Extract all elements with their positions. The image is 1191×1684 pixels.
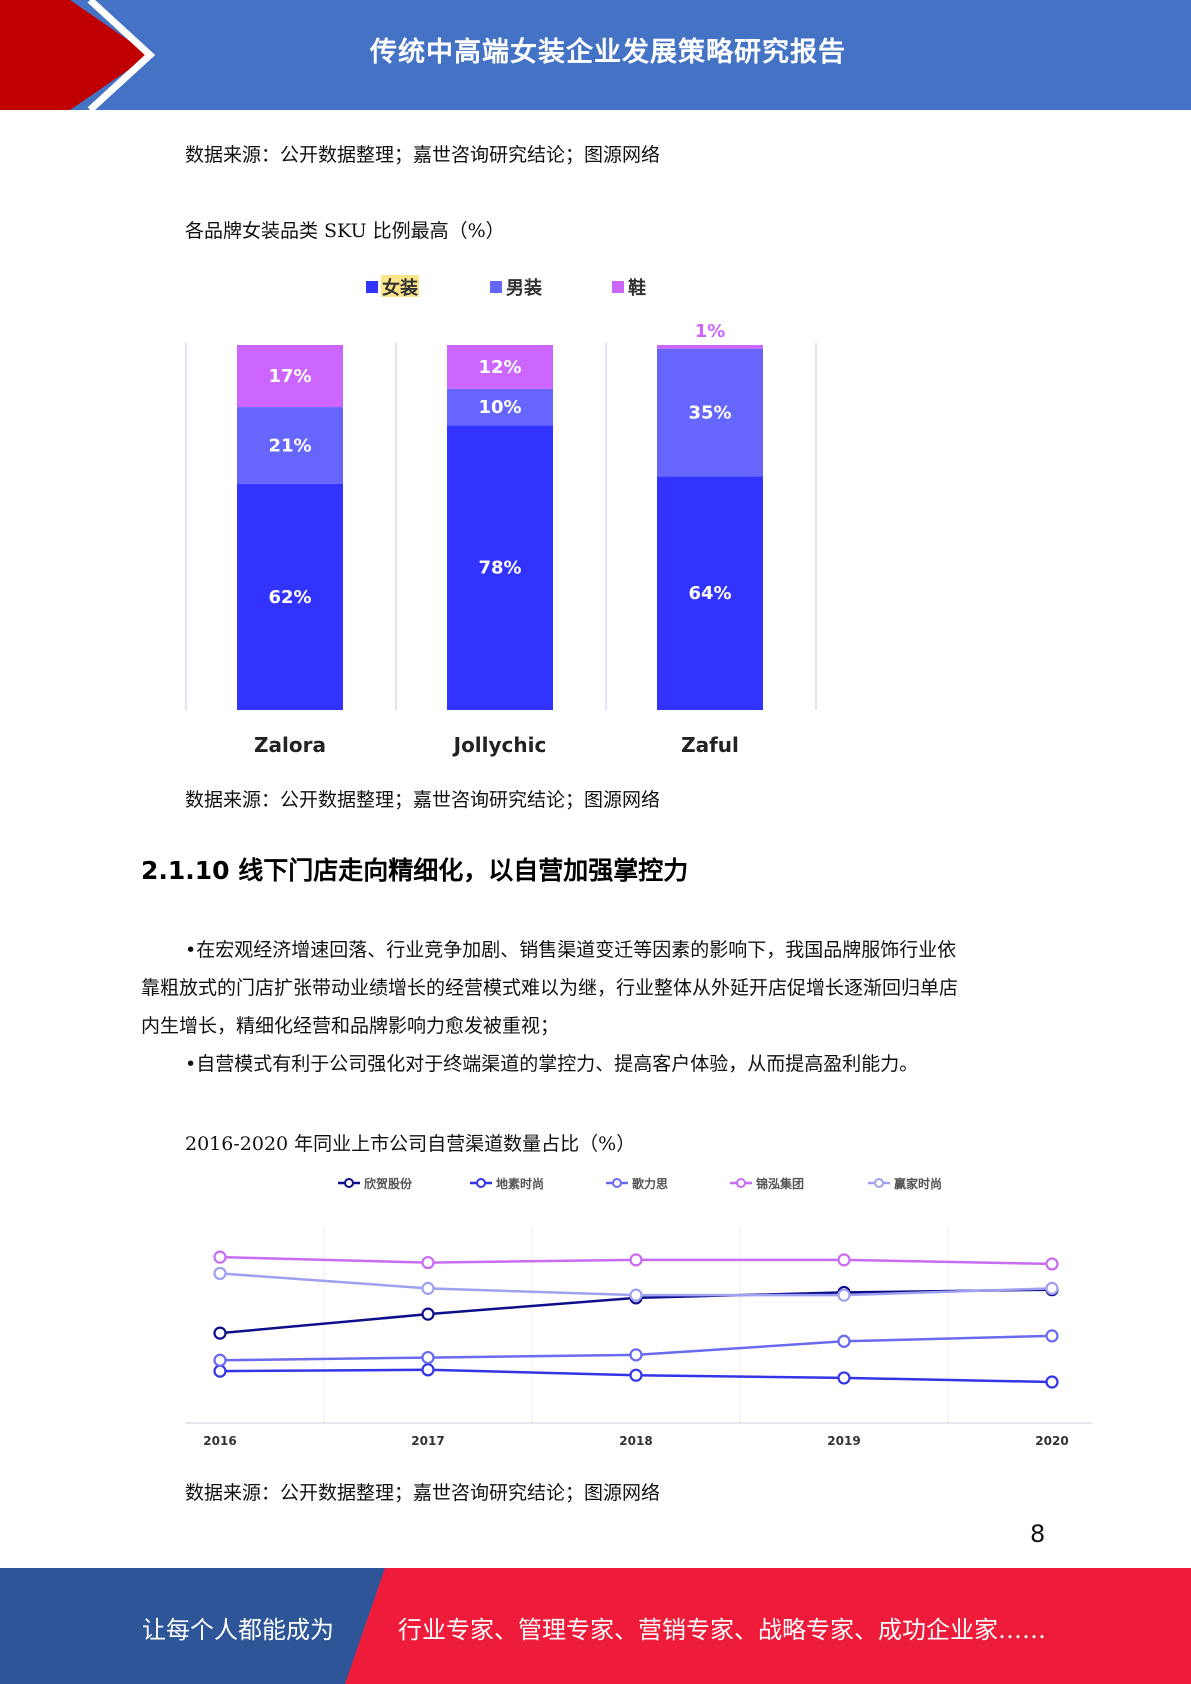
bar-data-label: 17% bbox=[268, 366, 311, 387]
legend-label: 地素时尚 bbox=[496, 1176, 544, 1191]
page-footer: 让每个人都能成为 行业专家、管理专家、营销专家、战略专家、成功企业家…… bbox=[0, 1568, 1191, 1684]
x-tick-label: 2016 bbox=[203, 1434, 236, 1448]
legend-swatch bbox=[612, 281, 624, 293]
x-tick-label: 2019 bbox=[827, 1434, 860, 1448]
paragraph-line: •在宏观经济增速回落、行业竞争加剧、销售渠道变迁等因素的影响下，我国品牌服饰行业… bbox=[185, 939, 957, 961]
section-paragraph: •在宏观经济增速回落、行业竞争加剧、销售渠道变迁等因素的影响下，我国品牌服饰行业… bbox=[141, 931, 1061, 1083]
bar-segment bbox=[447, 345, 553, 389]
data-point bbox=[629, 1368, 643, 1382]
data-point bbox=[1045, 1281, 1059, 1295]
sku-share-stacked-bar-chart: 女装 男装 鞋 62% 21% 17% Zalora 78% 10% 12% Jollychic 64… bbox=[185, 275, 817, 757]
data-point bbox=[629, 1253, 643, 1267]
x-tick-label: 2017 bbox=[411, 1434, 444, 1448]
bar-segment bbox=[237, 345, 343, 408]
data-point bbox=[421, 1350, 435, 1365]
paragraph-line: 内生增长，精细化经营和品牌影响力愈发被重视； bbox=[141, 1015, 560, 1037]
category-label: Zaful bbox=[681, 733, 739, 757]
page-header: 传统中高端女装企业发展策略研究报告 bbox=[0, 0, 1191, 110]
section-heading: 2.1.10 线下门店走向精细化，以自营加强掌控力 bbox=[141, 856, 689, 885]
legend-swatch bbox=[366, 281, 378, 293]
data-point bbox=[213, 1364, 227, 1378]
bar-data-label: 62% bbox=[268, 587, 311, 608]
x-tick-label: 2020 bbox=[1035, 1434, 1068, 1448]
data-point bbox=[1045, 1329, 1059, 1343]
bar-segment bbox=[447, 388, 553, 426]
legend-swatch bbox=[490, 281, 502, 293]
bar-segment bbox=[657, 476, 763, 710]
footer-slogan-left: 让每个人都能成为 bbox=[142, 1616, 334, 1644]
data-point bbox=[629, 1288, 643, 1302]
data-point bbox=[213, 1326, 227, 1340]
x-tick-label: 2018 bbox=[619, 1434, 652, 1448]
bar-data-label: 78% bbox=[478, 558, 521, 579]
bar-data-label: 21% bbox=[268, 435, 311, 456]
self-operated-channel-line-chart: 欣贺股份 地素时尚 歌力思 锦泓集团 赢家时尚 2016 2017 2018 2019 2020 bbox=[185, 1176, 1092, 1448]
legend-label: 鞋 bbox=[628, 277, 646, 299]
data-point bbox=[421, 1255, 435, 1270]
bar-data-label: 64% bbox=[688, 583, 731, 604]
bar-segment bbox=[237, 407, 343, 484]
bar-data-label: 1% bbox=[695, 321, 726, 342]
data-point bbox=[837, 1288, 851, 1302]
footer-slogan-right: 行业专家、管理专家、营销专家、战略专家、成功企业家…… bbox=[398, 1616, 1046, 1644]
legend-label: 赢家时尚 bbox=[894, 1176, 942, 1191]
footer-background bbox=[0, 1568, 1191, 1684]
paragraph-line: •自营模式有利于公司强化对于终端渠道的掌控力、提高客户体验，从而提高盈利能力。 bbox=[185, 1053, 919, 1075]
data-point bbox=[421, 1281, 435, 1295]
legend-marker bbox=[874, 1178, 884, 1188]
chart1-caption: 各品牌女装品类 SKU 比例最高（%） bbox=[185, 220, 505, 242]
legend-marker bbox=[476, 1178, 486, 1188]
data-point bbox=[1045, 1257, 1059, 1271]
bar-data-label: 35% bbox=[688, 403, 731, 424]
bar-segment bbox=[237, 483, 343, 710]
data-point bbox=[1045, 1375, 1059, 1389]
legend-marker bbox=[344, 1178, 354, 1188]
data-point bbox=[837, 1253, 851, 1267]
report-title: 传统中高端女装企业发展策略研究报告 bbox=[370, 37, 846, 68]
legend-marker bbox=[736, 1178, 746, 1188]
data-point bbox=[213, 1266, 227, 1281]
legend-label: 男装 bbox=[506, 277, 542, 299]
data-point bbox=[837, 1371, 851, 1385]
data-source-note: 数据来源：公开数据整理；嘉世咨询研究结论；图源网络 bbox=[185, 789, 661, 811]
legend-label: 欣贺股份 bbox=[364, 1176, 413, 1191]
data-point bbox=[421, 1363, 435, 1377]
chart2-caption: 2016-2020 年同业上市公司自营渠道数量占比（%） bbox=[185, 1133, 636, 1155]
category-label: Jollychic bbox=[452, 733, 547, 757]
data-point bbox=[837, 1334, 851, 1348]
data-point bbox=[213, 1353, 227, 1367]
category-label: Zalora bbox=[254, 733, 326, 757]
header-arrow-decoration bbox=[0, 0, 156, 110]
bar-data-label: 10% bbox=[478, 397, 521, 418]
data-source-note: 数据来源：公开数据整理；嘉世咨询研究结论；图源网络 bbox=[185, 1482, 661, 1504]
paragraph-line: 靠粗放式的门店扩张带动业绩增长的经营模式难以为继，行业整体从外延开店促增长逐渐回… bbox=[141, 977, 959, 999]
data-source-note: 数据来源：公开数据整理；嘉世咨询研究结论；图源网络 bbox=[185, 144, 661, 166]
data-point bbox=[629, 1348, 643, 1362]
legend-label: 锦泓集团 bbox=[756, 1176, 804, 1191]
bar-data-label: 12% bbox=[478, 357, 521, 378]
legend-marker bbox=[612, 1178, 622, 1188]
bar-segment bbox=[657, 345, 763, 349]
legend-label: 歌力思 bbox=[632, 1176, 668, 1191]
bar-segment bbox=[657, 348, 763, 477]
page-number: 8 bbox=[1030, 1520, 1046, 1548]
legend-label: 女装 bbox=[382, 277, 418, 299]
data-point bbox=[421, 1307, 435, 1321]
data-point bbox=[213, 1250, 227, 1264]
legend-highlight bbox=[381, 275, 419, 297]
bar-segment bbox=[447, 425, 553, 710]
